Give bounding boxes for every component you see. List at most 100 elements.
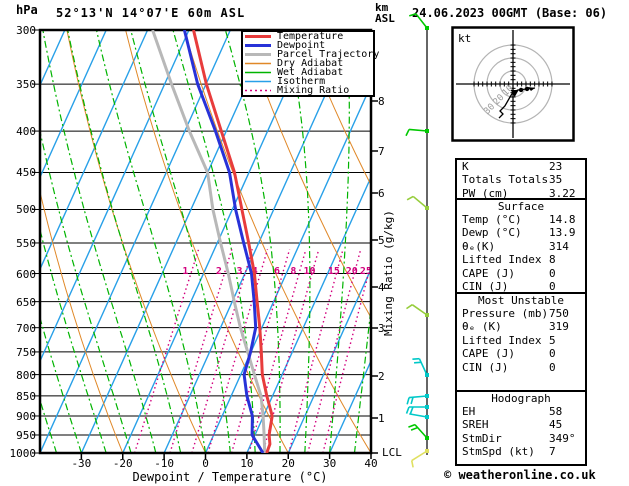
panel-surface: Surface Temp (°C) 14.8 Dewp (°C) 13.9 θₑ(K) 31… [455,198,587,296]
altitude-unit-km: km [375,1,389,14]
temperature-curve [192,30,274,453]
panel-row: SREH 45 [457,418,585,431]
panel-row-value: 14.8 [549,213,576,226]
pressure-tick-label: 550 [16,236,36,250]
panel-row-label: SREH [462,418,489,432]
panel-row-label: Pressure (mb) [462,307,549,320]
pressure-tick-label: 500 [16,203,36,217]
temperature-axis-title: Dewpoint / Temperature (°C) [132,470,328,484]
legend-item: Wet Adiabat [243,67,373,78]
panel-row-value: 0 [549,360,556,374]
altitude-tick-label: 2 [378,370,385,383]
svg-text:8: 8 [290,266,296,277]
altitude-tick-label: 3 [378,322,385,335]
legend-swatch-temperature [245,35,271,38]
panel-row-value: 0 [549,347,556,361]
legend-label: Dewpoint [277,40,326,51]
altitude-tick-label: 4 [378,281,385,294]
legend-swatch-parcel-trajectory [245,53,271,56]
panel-row: Totals Totals 35 [457,173,585,186]
panel-row-label: Totals Totals [462,173,549,187]
panel-row-value: 319 [549,320,569,334]
lcl-marker-label: LCL [382,446,402,459]
panel-indices: K 23 Totals Totals 35 PW (cm) 3.22 [455,158,587,202]
wet-adiabat-lines [40,30,371,453]
panel-row-value: 349° [549,431,576,445]
svg-text:3: 3 [237,266,243,277]
panel-row: θₑ(K) 314 [457,240,585,253]
panel-row-value: 8 [549,253,556,267]
legend-swatch-dewpoint [245,44,271,47]
panel-row: Lifted Index 5 [457,334,585,347]
panel-row-label: Lifted Index [462,253,542,267]
panel-row-value: 58 [549,405,563,418]
panel-row-label: Dewp (°C) [462,226,522,240]
panel-title: Most Unstable [477,294,565,307]
temp-tick-label: -30 [71,457,92,470]
temp-tick-label: 0 [202,457,209,470]
svg-text:6: 6 [274,266,280,277]
altitude-tick-label: 8 [378,95,385,108]
legend-label: Dry Adiabat [277,58,344,69]
legend-item: Dry Adiabat [243,58,373,69]
panel-title: Surface [497,200,545,213]
panel-row: EH 58 [457,405,585,418]
temp-tick-label: 10 [240,457,254,470]
panel-row-value: 314 [549,239,569,253]
panel-row-label: CAPE (J) [462,266,515,280]
panel-row-value: 13.9 [549,226,576,240]
pressure-tick-label: 650 [16,295,36,309]
pressure-tick-label: 350 [16,78,36,92]
panel-row: Lifted Index 8 [457,253,585,266]
svg-text:2: 2 [216,266,222,277]
panel-row: CAPE (J) 0 [457,267,585,280]
legend-swatch-dry-adiabat [245,62,271,65]
panel-row-value: 0 [549,279,556,293]
legend-item: Temperature [243,31,373,42]
panel-row-value: 5 [549,333,556,347]
altitude-unit-asl: ASL [375,12,395,25]
legend-label: Temperature [277,31,344,42]
legend-label: Mixing Ratio [277,85,350,96]
legend-item: Parcel Trajectory [243,50,379,60]
pressure-tick-label: 950 [16,428,36,442]
panel-row-label: CAPE (J) [462,347,515,361]
wind-barb [410,449,429,468]
panel-most-unstable: Most Unstable Pressure (mb) 750 θₑ (K) 319 Li… [455,292,587,394]
panel-row-label: θₑ(K) [462,239,496,253]
legend-label: Wet Adiabat [277,67,344,78]
panel-hodograph-stats: Hodograph EH 58 SREH 45 StmDir 349° StmSpd (kt)… [455,390,587,466]
pressure-tick-label: 750 [16,345,36,359]
run-datetime: 24.06.2023 00GMT (Base: 06) [412,6,608,20]
legend-label: Isotherm [277,76,326,87]
panel-row-label: Temp (°C) [462,213,522,226]
plot-frame [38,28,373,455]
legend-swatch-wet-adiabat [245,71,271,74]
temp-tick-label: -10 [154,457,175,470]
copyright-credit: © weatheronline.co.uk [444,468,596,482]
legend-swatch-isotherm [245,80,271,83]
svg-text:10: 10 [303,266,315,277]
station-title: 52°13'N 14°07'E 60m ASL [56,6,246,20]
panel-row-label: Lifted Index [462,333,542,347]
panel-row-label: K [462,160,469,173]
pressure-tick-label: 800 [16,368,36,382]
panel-row-label: CIN (J) [462,279,509,293]
panel-row-label: EH [462,405,476,418]
temp-tick-label: 40 [364,457,378,470]
wind-barb [405,128,429,137]
pressure-axis-unit: hPa [16,3,38,17]
temp-tick-label: 30 [323,457,337,470]
panel-row-label: CIN (J) [462,360,509,374]
svg-text:15: 15 [328,266,340,277]
pressure-tick-label: 400 [16,125,36,139]
panel-row-value: 750 [549,307,569,320]
temp-axis-ticks [80,454,372,459]
panel-row-value: 35 [549,173,563,187]
panel-row: θₑ (K) 319 [457,320,585,333]
pressure-tick-label: 600 [16,267,36,281]
wind-barb [408,13,429,30]
legend-swatch-mixing-ratio [245,89,271,92]
